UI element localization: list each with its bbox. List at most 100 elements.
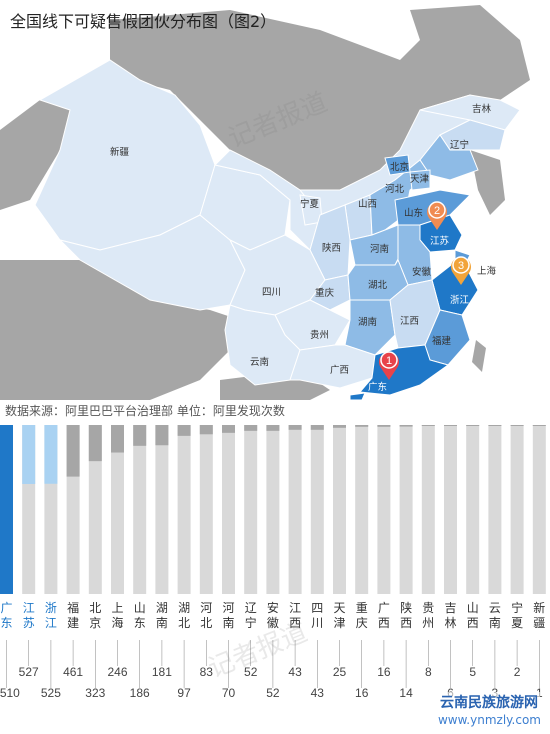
china-map: 新疆 吉林 辽宁 北京 天津 河北 山西 宁夏 山东 陕西 河南 江苏 安徽 上… — [0, 5, 530, 400]
rank-marker-3: 3 — [451, 256, 471, 285]
value-label-8: 97 — [177, 686, 191, 700]
rank-marker-2: 2 — [427, 201, 447, 230]
bar-background-22 — [488, 425, 502, 594]
bar-background-11 — [244, 425, 258, 594]
bar-19 — [421, 425, 435, 426]
label-fujian: 福建 — [432, 335, 452, 347]
bar-24 — [532, 425, 546, 426]
neighbor-korea — [470, 150, 505, 215]
category-label-19: 贵州 — [422, 601, 434, 630]
value-label-1: 527 — [19, 665, 39, 679]
category-label-0: 广东 — [0, 601, 12, 630]
label-hebei: 河北 — [385, 183, 405, 195]
category-label-24: 新疆 — [533, 600, 545, 630]
rank-marker-2-label: 2 — [434, 205, 440, 217]
category-label-7: 湖南 — [156, 600, 168, 630]
label-xinjiang: 新疆 — [110, 146, 130, 158]
label-jiangxi: 江西 — [400, 316, 419, 327]
bar-0 — [0, 425, 13, 594]
category-label-5: 上海 — [111, 601, 123, 630]
category-label-17: 广西 — [378, 601, 390, 630]
category-label-6: 山东 — [134, 601, 146, 630]
bar-background-12 — [266, 425, 280, 594]
bar-16 — [355, 425, 369, 427]
province-hainan — [349, 392, 366, 400]
bar-background-8 — [177, 425, 191, 594]
category-label-20: 吉林 — [444, 601, 456, 630]
label-shanxi: 山西 — [358, 199, 377, 210]
category-label-3: 福建 — [67, 600, 79, 630]
value-label-10: 70 — [222, 686, 236, 700]
label-ningxia: 宁夏 — [300, 198, 320, 210]
category-label-11: 辽宁 — [245, 601, 257, 630]
bar-17 — [377, 425, 391, 427]
label-guizhou: 贵州 — [310, 329, 329, 341]
category-label-8: 湖北 — [178, 600, 190, 630]
bar-23 — [510, 425, 524, 426]
bar-background-5 — [111, 425, 124, 594]
category-label-15: 天津 — [333, 601, 345, 630]
value-label-21: 5 — [469, 665, 476, 679]
bar-9 — [199, 425, 213, 435]
bar-5 — [111, 425, 124, 453]
label-zhejiang: 浙江 — [450, 294, 470, 306]
rank-marker-3-label: 3 — [458, 260, 464, 272]
value-label-15: 25 — [333, 665, 347, 679]
bar-background-10 — [222, 425, 235, 594]
value-label-3: 461 — [63, 665, 83, 679]
value-label-18: 14 — [399, 686, 413, 700]
bar-background-7 — [155, 425, 169, 594]
rank-marker-1: 1 — [378, 351, 399, 380]
bar-20 — [444, 425, 457, 426]
category-label-13: 江西 — [289, 601, 301, 630]
province-tianjin — [409, 169, 431, 191]
neighbor-west — [0, 100, 70, 210]
bar-background-4 — [88, 425, 102, 594]
value-label-17: 16 — [377, 665, 391, 679]
bar-8 — [177, 425, 191, 436]
label-hunan: 湖南 — [358, 316, 377, 328]
bar-background-24 — [532, 425, 546, 594]
value-label-11: 52 — [244, 665, 258, 679]
neighbor-north — [110, 5, 530, 190]
rank-marker-1-label: 1 — [386, 355, 392, 367]
bar-background-9 — [199, 425, 213, 594]
bar-background-15 — [333, 425, 346, 594]
category-label-10: 河南 — [222, 601, 234, 630]
category-label-22: 云南 — [489, 601, 501, 630]
watermark-site-name: 云南民族旅游网 — [438, 692, 540, 712]
category-label-23: 宁夏 — [511, 600, 523, 630]
label-shandong: 山东 — [404, 207, 423, 219]
neighbor-taiwan — [472, 340, 486, 372]
value-label-6: 186 — [130, 686, 150, 700]
value-label-23: 2 — [514, 665, 521, 679]
bar-background-17 — [377, 425, 391, 594]
bar-background-21 — [466, 425, 480, 594]
value-label-9: 83 — [200, 665, 214, 679]
category-label-21: 山西 — [467, 601, 479, 630]
bar-15 — [333, 425, 346, 428]
label-henan: 河南 — [370, 243, 389, 255]
value-label-14: 43 — [311, 686, 325, 700]
value-label-19: 8 — [425, 665, 432, 679]
label-liaoning: 辽宁 — [450, 139, 469, 151]
bar-10 — [222, 425, 235, 433]
bar-background-14 — [310, 425, 324, 594]
data-source-note: 数据来源：阿里巴巴平台治理部 单位：阿里发现次数 — [5, 404, 285, 418]
watermark-url: www.ynmzly.com — [434, 712, 544, 728]
value-label-5: 246 — [107, 665, 127, 679]
bar-4 — [88, 425, 102, 462]
bar-1 — [22, 425, 36, 484]
value-label-7: 181 — [152, 665, 172, 679]
label-guangxi: 广西 — [330, 364, 349, 376]
label-guangdong: 广东 — [368, 381, 387, 393]
label-yunnan: 云南 — [250, 356, 269, 368]
bar-2 — [44, 425, 58, 484]
category-label-14: 四川 — [311, 601, 323, 630]
label-sichuan: 四川 — [262, 287, 281, 298]
label-beijing: 北京 — [390, 161, 409, 173]
category-label-4: 北京 — [89, 601, 101, 630]
bar-21 — [466, 425, 480, 426]
value-label-2: 525 — [41, 686, 61, 700]
